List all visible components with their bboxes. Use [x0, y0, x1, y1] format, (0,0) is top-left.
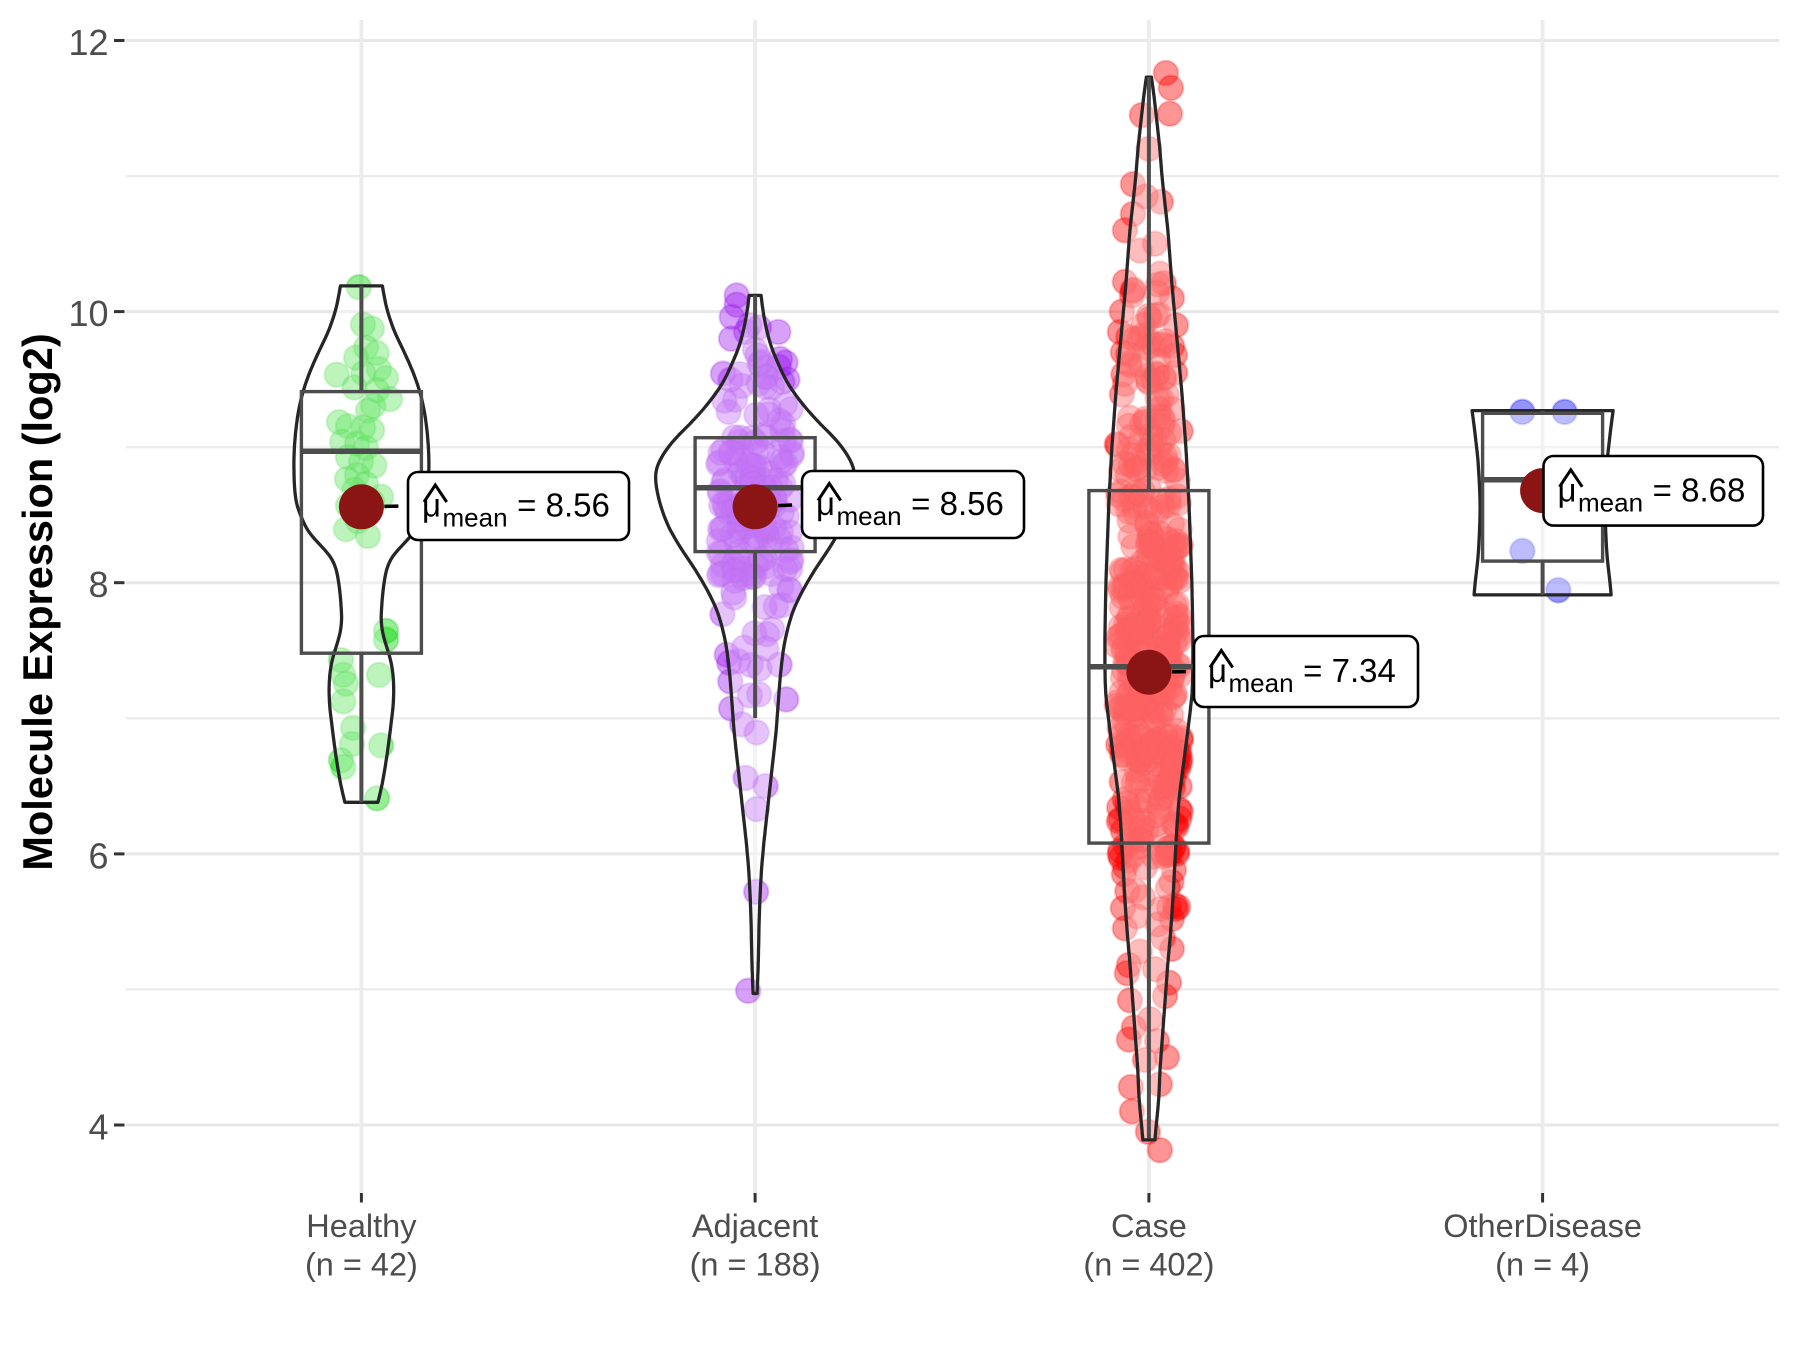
- svg-text:Case: Case: [1111, 1208, 1187, 1244]
- svg-text:Healthy: Healthy: [306, 1208, 417, 1244]
- svg-text:OtherDisease: OtherDisease: [1443, 1208, 1642, 1244]
- svg-text:mean: mean: [1229, 668, 1294, 698]
- svg-text:10: 10: [68, 293, 108, 334]
- svg-text:= 8.68: = 8.68: [1644, 471, 1746, 508]
- svg-text:mean: mean: [443, 503, 508, 533]
- svg-text:μ: μ: [422, 487, 441, 524]
- svg-text:(n = 402): (n = 402): [1083, 1247, 1214, 1283]
- svg-text:μ: μ: [1208, 652, 1227, 689]
- svg-text:8: 8: [88, 564, 108, 605]
- svg-text:= 7.34: = 7.34: [1294, 652, 1396, 689]
- svg-text:6: 6: [88, 835, 108, 876]
- svg-text:mean: mean: [837, 501, 902, 531]
- svg-text:(n = 4): (n = 4): [1495, 1247, 1590, 1283]
- svg-text:μ: μ: [1558, 471, 1577, 508]
- svg-text:(n = 188): (n = 188): [690, 1247, 821, 1283]
- svg-text:12: 12: [68, 22, 108, 63]
- svg-text:Molecule Expression (log2): Molecule Expression (log2): [14, 333, 61, 870]
- svg-text:= 8.56: = 8.56: [902, 485, 1004, 522]
- svg-text:μ: μ: [816, 485, 835, 522]
- svg-text:mean: mean: [1578, 487, 1643, 517]
- svg-text:= 8.56: = 8.56: [508, 487, 610, 524]
- svg-text:(n = 42): (n = 42): [305, 1247, 418, 1283]
- svg-text:Adjacent: Adjacent: [692, 1208, 818, 1244]
- svg-text:4: 4: [88, 1107, 108, 1148]
